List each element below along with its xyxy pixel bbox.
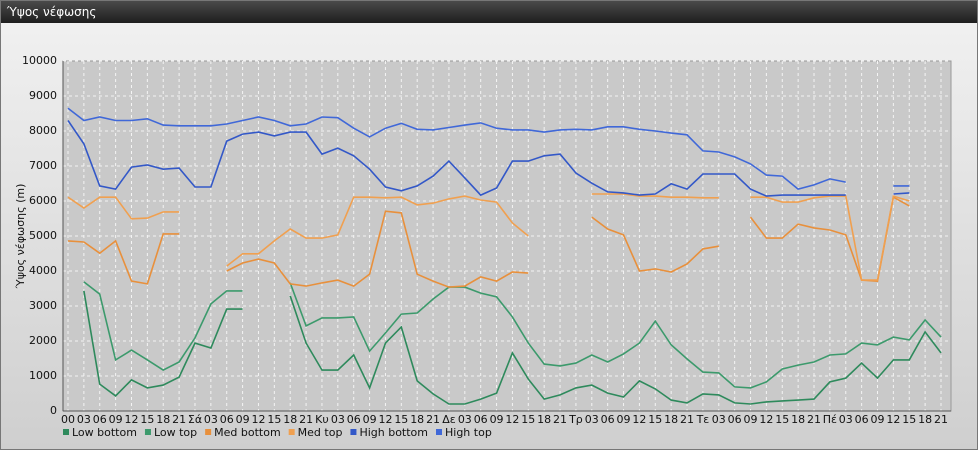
- y-tick-label: 1000: [29, 369, 57, 382]
- x-tick-label: 21: [934, 413, 948, 426]
- legend-label: High bottom: [359, 426, 428, 439]
- legend-marker: [144, 429, 151, 435]
- legend-label: Low top: [154, 426, 197, 439]
- x-tick-label: Τε: [696, 413, 710, 426]
- series-line: [83, 281, 942, 389]
- x-tick-label: 06: [220, 413, 234, 426]
- x-tick-label: 06: [93, 413, 107, 426]
- x-tick-label: 15: [394, 413, 408, 426]
- x-tick-label: 03: [839, 413, 853, 426]
- legend-marker: [288, 429, 295, 435]
- y-tick-label: 4000: [29, 264, 57, 277]
- x-tick-label: Πέ: [823, 413, 837, 426]
- series-line: [67, 195, 910, 288]
- legend-label: High top: [445, 426, 492, 439]
- x-tick-label: 03: [331, 413, 345, 426]
- x-tick-label: 09: [490, 413, 504, 426]
- x-tick-label: 09: [617, 413, 631, 426]
- legend-marker: [350, 429, 357, 435]
- x-tick-label: 09: [363, 413, 377, 426]
- series-line: [67, 193, 910, 281]
- x-tick-label: 06: [347, 413, 361, 426]
- y-tick-label: 7000: [29, 159, 57, 172]
- x-tick-label: 21: [807, 413, 821, 426]
- x-tick-label: 12: [759, 413, 773, 426]
- legend-marker: [205, 429, 212, 435]
- x-tick-label: 18: [410, 413, 424, 426]
- x-tick-label: 15: [521, 413, 535, 426]
- x-tick-label: 15: [902, 413, 916, 426]
- x-tick-label: 12: [251, 413, 265, 426]
- chart: Ύψος νέφωσης (m) 0 1000 2000 3000 4000 5000 60…: [14, 54, 952, 439]
- x-tick-label: 18: [283, 413, 297, 426]
- x-tick-label: 18: [664, 413, 678, 426]
- x-tick-label: Τρ: [568, 413, 583, 426]
- y-tick-label: 6000: [29, 194, 57, 207]
- x-tick-label: 21: [680, 413, 694, 426]
- x-tick-label: 09: [236, 413, 250, 426]
- x-tick-label: 03: [77, 413, 91, 426]
- x-tick-label: 06: [728, 413, 742, 426]
- x-tick-label: 12: [124, 413, 138, 426]
- x-tick-label: Δε: [442, 413, 456, 426]
- y-tick-label: 9000: [29, 89, 57, 102]
- x-tick-label: 21: [299, 413, 313, 426]
- y-axis-label: Ύψος νέφωσης (m): [14, 184, 27, 290]
- y-tick-label: 8000: [29, 124, 57, 137]
- x-tick-label: Κυ: [315, 413, 329, 426]
- x-tick-label: 09: [871, 413, 885, 426]
- legend-marker: [63, 429, 69, 435]
- y-tick-label: 2000: [29, 334, 57, 347]
- x-tick-label: 03: [204, 413, 218, 426]
- legend-label: Med top: [298, 426, 343, 439]
- series-line: [67, 107, 910, 190]
- x-tick-label: 21: [553, 413, 567, 426]
- x-tick-label: 03: [712, 413, 726, 426]
- y-tick-label: 3000: [29, 299, 57, 312]
- x-tick-label: 15: [648, 413, 662, 426]
- x-tick-label: 12: [378, 413, 392, 426]
- legend-label: Low bottom: [72, 426, 137, 439]
- x-tick-label: 03: [585, 413, 599, 426]
- x-tick-label: 15: [140, 413, 154, 426]
- x-tick-label: Σά: [188, 413, 202, 426]
- x-tick-label: 18: [537, 413, 551, 426]
- y-tick-label: 10000: [22, 54, 57, 67]
- x-tick-label: 15: [775, 413, 789, 426]
- x-tick-label: 18: [156, 413, 170, 426]
- series-line: [67, 120, 910, 197]
- x-tick-label: 15: [267, 413, 281, 426]
- window-title: Ύψος νέφωσης: [1, 1, 977, 23]
- x-tick-label: 06: [601, 413, 615, 426]
- x-tick-label: 18: [918, 413, 932, 426]
- x-tick-label: 21: [172, 413, 186, 426]
- x-tick-label: 09: [744, 413, 758, 426]
- x-tick-label: 03: [458, 413, 472, 426]
- x-tick-label: 06: [855, 413, 869, 426]
- series-line: [83, 290, 942, 405]
- legend-marker: [436, 429, 442, 435]
- y-tick-label: 0: [50, 404, 57, 417]
- x-tick-label: 09: [109, 413, 123, 426]
- y-tick-label: 5000: [29, 229, 57, 242]
- x-tick-label: 18: [791, 413, 805, 426]
- x-tick-label: 12: [505, 413, 519, 426]
- x-tick-label: 12: [632, 413, 646, 426]
- x-tick-label: 12: [886, 413, 900, 426]
- x-tick-label: 21: [426, 413, 440, 426]
- x-tick-label: 06: [474, 413, 488, 426]
- legend-label: Med bottom: [214, 426, 281, 439]
- x-tick-label: 00: [61, 413, 75, 426]
